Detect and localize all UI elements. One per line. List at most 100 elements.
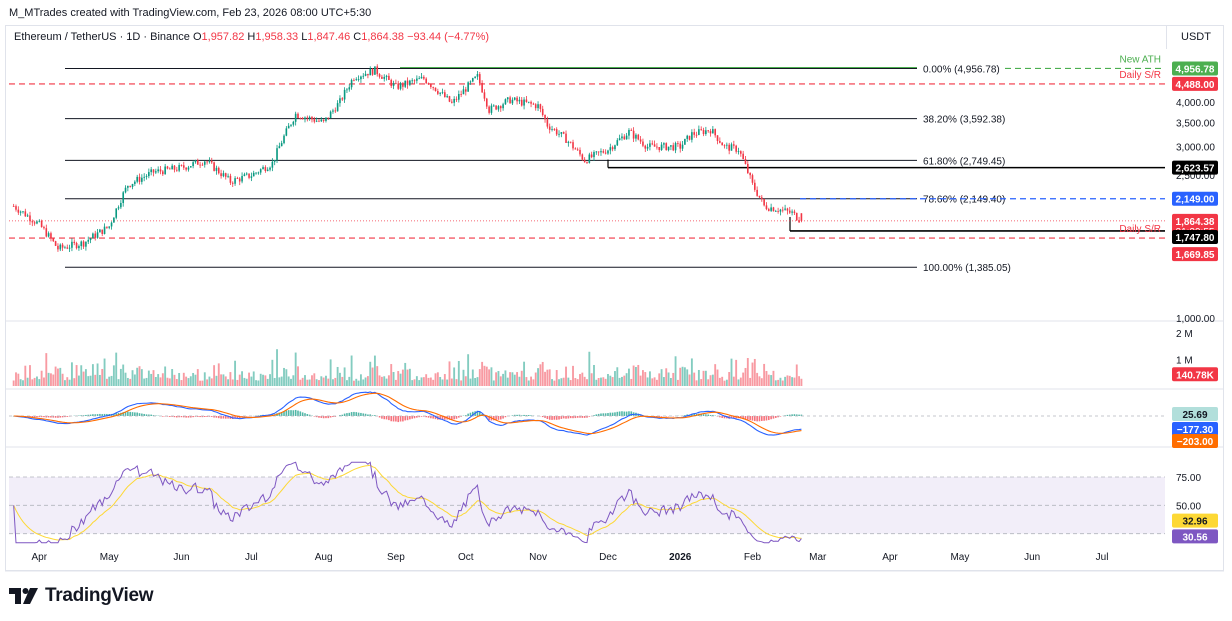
candle-body bbox=[231, 182, 234, 184]
volume-bar bbox=[122, 364, 125, 386]
candle-body bbox=[558, 133, 560, 135]
macd-histogram-bar bbox=[85, 414, 87, 416]
volume-tick: 1 M bbox=[1176, 355, 1193, 366]
candle-body bbox=[327, 117, 330, 119]
candle-body bbox=[50, 233, 52, 239]
candle-body bbox=[740, 151, 742, 154]
candle-body bbox=[250, 176, 253, 178]
volume-bar bbox=[40, 370, 43, 386]
candle-body bbox=[523, 99, 525, 106]
volume-bar bbox=[490, 367, 493, 386]
candle-body bbox=[737, 151, 740, 153]
close-label: C bbox=[353, 31, 362, 43]
volume-bar bbox=[478, 369, 481, 386]
support-1747-price-tag: 1,747.80 bbox=[1176, 233, 1215, 244]
macd-histogram-bar bbox=[402, 416, 404, 422]
volume-bar bbox=[597, 377, 600, 386]
macd-histogram-bar bbox=[332, 416, 334, 418]
macd-histogram-bar bbox=[523, 414, 525, 416]
candle-body bbox=[12, 206, 15, 207]
macd-histogram-bar bbox=[143, 413, 145, 416]
volume-bar bbox=[474, 377, 477, 386]
volume-bar bbox=[376, 366, 379, 386]
candle-body bbox=[341, 98, 344, 100]
volume-bar bbox=[565, 366, 567, 386]
volume-bar bbox=[26, 377, 29, 386]
candle-body bbox=[604, 152, 607, 154]
macd-histogram-bar bbox=[171, 416, 173, 417]
candle-body bbox=[332, 110, 334, 112]
candle-body bbox=[355, 79, 358, 81]
macd-histogram-bar bbox=[150, 414, 152, 416]
macd-histogram-bar bbox=[297, 410, 299, 416]
volume-bar bbox=[434, 373, 437, 386]
macd-histogram-bar bbox=[595, 414, 598, 416]
macd-histogram-bar bbox=[257, 415, 260, 416]
macd-histogram-bar bbox=[418, 416, 420, 418]
macd-histogram-bar bbox=[355, 412, 358, 416]
price-tick: 3,000.00 bbox=[1176, 143, 1215, 154]
macd-hist-tag: 25.69 bbox=[1182, 410, 1207, 421]
volume-bar bbox=[357, 380, 360, 386]
volume-bar bbox=[593, 364, 595, 386]
candle-body bbox=[15, 206, 17, 210]
candle-body bbox=[576, 149, 579, 151]
macd-histogram-bar bbox=[322, 416, 325, 419]
candle-body bbox=[313, 119, 316, 122]
volume-bar bbox=[436, 372, 439, 386]
candle-body bbox=[746, 163, 749, 173]
candle-body bbox=[269, 167, 271, 170]
macd-histogram-bar bbox=[420, 416, 423, 417]
candle-body bbox=[688, 135, 691, 140]
volume-bar bbox=[266, 378, 269, 386]
macd-histogram-bar bbox=[744, 416, 747, 420]
macd-histogram-bar bbox=[625, 411, 628, 416]
volume-bar bbox=[276, 349, 278, 386]
candle-body bbox=[583, 159, 586, 163]
volume-bar bbox=[683, 367, 686, 386]
fib-786-price-tag: 2,149.00 bbox=[1176, 195, 1215, 206]
candle-body bbox=[597, 151, 600, 153]
candle-body bbox=[381, 76, 383, 79]
volume-bar bbox=[718, 377, 721, 386]
volume-bar bbox=[94, 374, 97, 386]
tradingview-logo[interactable]: TradingView bbox=[9, 585, 154, 607]
currency-selector[interactable]: USDT bbox=[1166, 25, 1225, 49]
candle-body bbox=[47, 233, 50, 237]
candle-body bbox=[236, 178, 239, 179]
macd-histogram-bar bbox=[185, 416, 187, 418]
rsi-value-tag: 30.56 bbox=[1182, 532, 1207, 543]
macd-histogram-bar bbox=[54, 416, 57, 418]
candle-body bbox=[534, 104, 537, 109]
volume-bar bbox=[742, 372, 745, 386]
candle-body bbox=[66, 247, 69, 249]
volume-layer bbox=[12, 349, 803, 386]
macd-histogram-bar bbox=[278, 412, 281, 416]
price-tags-layer: 4,956.78 4,488.00 2,623.57 2,149.00 1,864.38… bbox=[1172, 61, 1218, 544]
candle-body bbox=[315, 120, 318, 122]
macd-histogram-bar bbox=[180, 416, 183, 418]
macd-histogram-bar bbox=[730, 416, 733, 419]
candle-body bbox=[642, 141, 644, 146]
volume-bar bbox=[385, 378, 388, 386]
symbol-title[interactable]: Ethereum / TetherUS · 1D · Binance bbox=[14, 31, 190, 43]
candle-body bbox=[215, 167, 218, 171]
candle-body bbox=[301, 118, 304, 120]
candle-body bbox=[52, 238, 55, 242]
volume-bar bbox=[248, 372, 250, 386]
candle-body bbox=[611, 147, 614, 150]
volume-bar bbox=[112, 365, 115, 386]
candle-body bbox=[798, 220, 800, 223]
candle-body bbox=[406, 80, 409, 85]
volume-bar bbox=[588, 351, 591, 386]
macd-histogram-bar bbox=[315, 416, 318, 418]
candle-body bbox=[145, 176, 148, 177]
candle-body bbox=[348, 87, 351, 90]
candle-body bbox=[336, 103, 339, 112]
macd-histogram-bar bbox=[61, 416, 64, 418]
macd-histogram-bar bbox=[148, 414, 150, 416]
volume-bar bbox=[753, 358, 756, 386]
candle-body bbox=[784, 208, 786, 210]
candle-body bbox=[455, 98, 458, 100]
